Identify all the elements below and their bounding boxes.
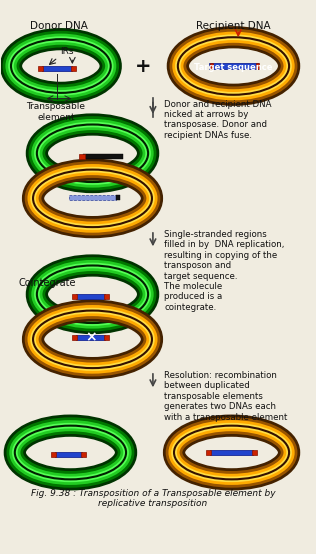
Bar [104,335,109,340]
Bar [76,294,105,299]
Bar [206,450,211,455]
Text: Recipient DNA: Recipient DNA [196,21,271,31]
Bar [256,63,259,69]
Text: Target sequence: Target sequence [194,63,273,73]
Bar [83,154,123,159]
Text: Resolution: recombination
between duplicated
transposable elements
generates two: Resolution: recombination between duplic… [164,371,288,422]
Bar [79,154,85,159]
Bar [42,66,72,71]
Bar [69,196,117,201]
Text: ×: × [85,330,96,345]
Bar [76,335,105,340]
Text: Fig. 9.38 : Transposition of a Transposable element by
replicative transposition: Fig. 9.38 : Transposition of a Transposa… [31,489,275,509]
Bar [104,294,109,299]
Bar [209,63,258,69]
Text: +: + [135,57,152,75]
Bar [210,450,253,455]
Text: IRs: IRs [60,48,73,57]
Bar [71,66,76,71]
Bar [252,450,257,455]
Bar [81,452,86,457]
Bar [51,452,56,457]
Text: Donor and recipient DNA
nicked at arrows by
transposase. Donor and
recipient DNA: Donor and recipient DNA nicked at arrows… [164,100,272,140]
Text: Single-stranded regions
filled in by  DNA replication,
resulting in copying of t: Single-stranded regions filled in by DNA… [164,230,285,312]
Bar [55,452,82,457]
Bar [116,196,120,201]
Bar [210,63,213,69]
Text: Donor DNA: Donor DNA [30,21,88,31]
Text: Transposable
element: Transposable element [27,102,86,122]
Bar [72,335,77,340]
Bar [38,66,43,71]
Bar [72,294,77,299]
Text: Cointegrate: Cointegrate [19,278,76,288]
